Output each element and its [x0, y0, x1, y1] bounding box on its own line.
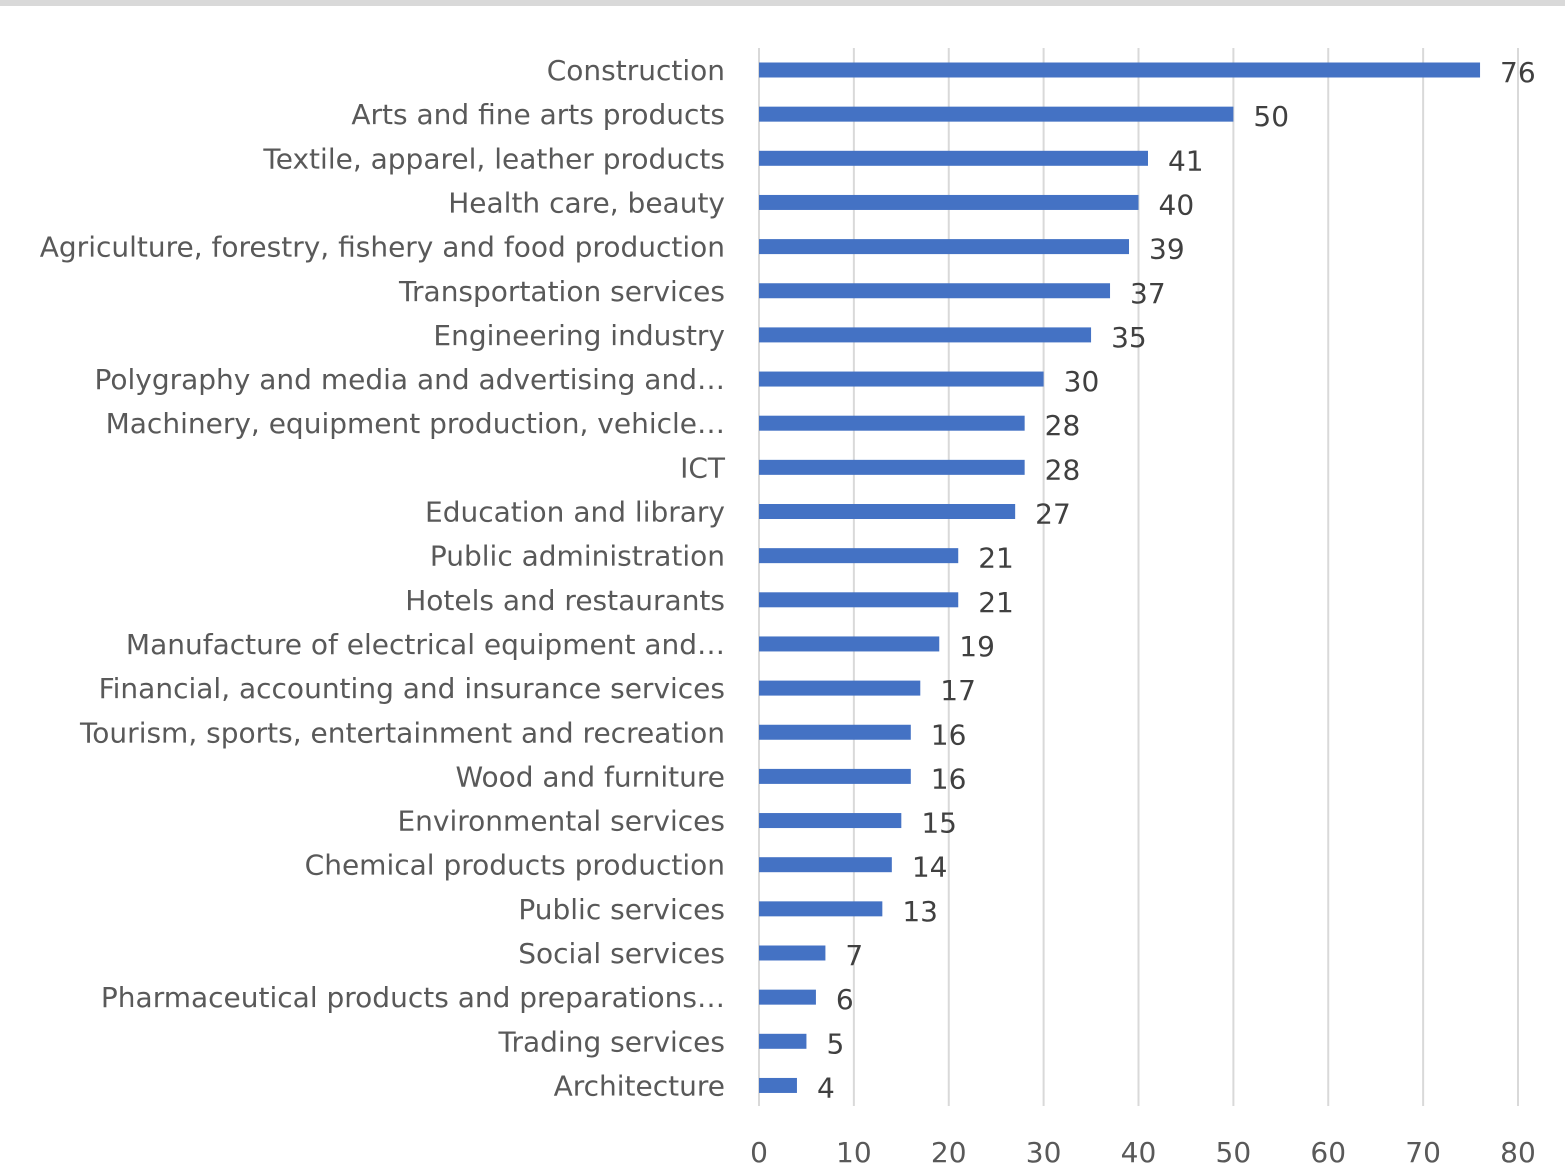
bar: [759, 194, 1139, 210]
bar: [759, 724, 911, 740]
category-label: Engineering industry: [433, 319, 725, 352]
data-label: 76: [1500, 56, 1536, 89]
data-label: 19: [959, 630, 995, 663]
x-tick-label: 20: [931, 1136, 967, 1169]
bar: [759, 813, 902, 829]
category-label: Chemical products production: [305, 849, 725, 882]
data-label: 5: [826, 1027, 844, 1060]
bar: [759, 1077, 797, 1093]
bar: [759, 415, 1025, 431]
category-label: Transportation services: [398, 275, 725, 308]
data-label: 21: [978, 586, 1014, 619]
bar: [759, 327, 1092, 343]
category-label: Trading services: [497, 1025, 725, 1058]
x-tick-label: 70: [1405, 1136, 1441, 1169]
data-label: 28: [1045, 453, 1081, 486]
category-label: Environmental services: [397, 805, 725, 838]
category-label: Social services: [518, 937, 725, 970]
bar: [759, 636, 940, 652]
bar: [759, 857, 892, 873]
data-label: 15: [921, 807, 957, 840]
category-label: Public administration: [430, 540, 725, 573]
bar: [759, 680, 921, 696]
category-label: Health care, beauty: [448, 186, 725, 219]
category-label: Education and library: [425, 496, 725, 529]
bar: [759, 62, 1481, 78]
bars: [759, 62, 1481, 1093]
bar: [759, 989, 816, 1005]
data-label: 17: [940, 674, 976, 707]
data-label: 14: [912, 851, 948, 884]
bar: [759, 945, 826, 961]
category-label: Arts and fine arts products: [351, 98, 725, 131]
data-label: 30: [1064, 365, 1100, 398]
data-label: 37: [1130, 277, 1166, 310]
category-label: Pharmaceutical products and preparations…: [101, 981, 725, 1014]
x-tick-label: 60: [1310, 1136, 1346, 1169]
data-label: 13: [902, 895, 938, 928]
data-label: 16: [931, 762, 967, 795]
data-label: 41: [1168, 144, 1204, 177]
category-label: Machinery, equipment production, vehicle…: [106, 407, 725, 440]
category-labels: Construction Arts and fine arts products T…: [40, 54, 726, 1102]
category-label: Financial, accounting and insurance serv…: [99, 672, 725, 705]
data-label: 39: [1149, 233, 1185, 266]
data-label: 40: [1159, 188, 1195, 221]
data-label: 6: [836, 983, 854, 1016]
bar: [759, 1033, 807, 1049]
bar: [759, 592, 959, 608]
category-label: Agriculture, forestry, fishery and food …: [40, 231, 725, 264]
top-border-strip: [0, 0, 1565, 6]
bar: [759, 459, 1025, 475]
bar: [759, 768, 911, 784]
bar: [759, 548, 959, 564]
category-label: Construction: [547, 54, 725, 87]
category-label: Manufacture of electrical equipment and…: [126, 628, 725, 661]
bar: [759, 239, 1130, 255]
category-label: Architecture: [554, 1069, 725, 1102]
bar: [759, 106, 1234, 122]
category-label: Wood and furniture: [455, 760, 725, 793]
bar: [759, 901, 883, 917]
x-tick-label: 50: [1216, 1136, 1252, 1169]
bar: [759, 150, 1148, 166]
x-tick-label: 80: [1500, 1136, 1536, 1169]
data-labels: 7650414039373530282827212119171616151413…: [817, 56, 1536, 1104]
data-label: 28: [1045, 409, 1081, 442]
data-label: 7: [845, 939, 863, 972]
bar: [759, 283, 1111, 299]
data-label: 50: [1253, 100, 1289, 133]
data-label: 16: [931, 718, 967, 751]
data-label: 4: [817, 1071, 835, 1104]
x-tick-label: 40: [1121, 1136, 1157, 1169]
data-label: 27: [1035, 498, 1071, 531]
category-label: Textile, apparel, leather products: [262, 142, 725, 175]
category-label: ICT: [680, 451, 726, 484]
data-label: 35: [1111, 321, 1147, 354]
x-axis-tick-labels: 0 10 20 30 40 50 60 70 80: [750, 1136, 1536, 1169]
category-label: Polygraphy and media and advertising and…: [94, 363, 725, 396]
category-label: Public services: [518, 893, 725, 926]
gridlines: [758, 48, 1519, 1106]
category-label: Tourism, sports, entertainment and recre…: [79, 716, 725, 749]
category-label: Hotels and restaurants: [405, 584, 725, 617]
x-tick-label: 30: [1026, 1136, 1062, 1169]
x-tick-label: 0: [750, 1136, 768, 1169]
bar: [759, 504, 1016, 519]
x-tick-label: 10: [836, 1136, 872, 1169]
data-label: 21: [978, 542, 1014, 575]
bar: [759, 371, 1044, 387]
